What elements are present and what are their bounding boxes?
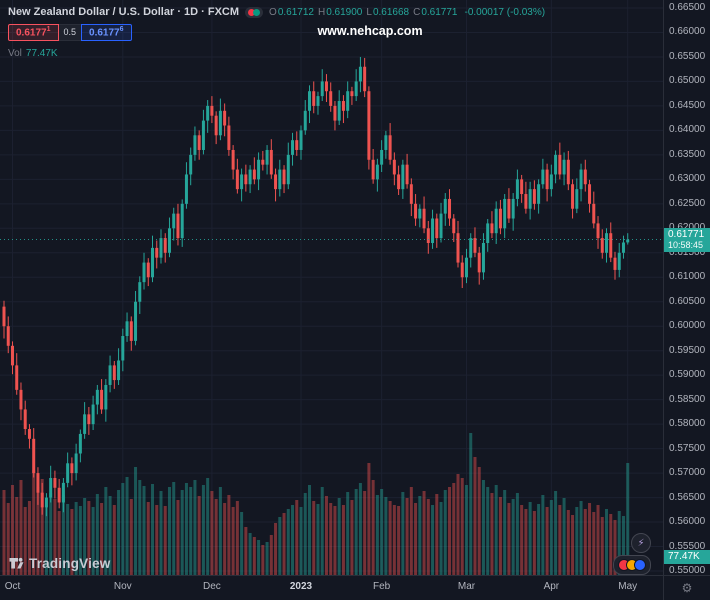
price-axis-tick: 0.60000 [669, 320, 706, 332]
price-axis-tick: 0.65500 [669, 50, 706, 62]
price-axis-tick: 0.64500 [669, 99, 706, 111]
volume-indicator-value: 77.47K [25, 48, 58, 59]
time-axis-label: May [618, 581, 638, 592]
price-axis-tick: 0.63000 [669, 173, 706, 185]
price-axis[interactable]: 0.61771 10:58:45 77.47K 0.66500 0.66000 0.… [663, 0, 710, 575]
price-axis-tick: 0.55500 [669, 540, 706, 552]
close-label: C [413, 6, 421, 18]
chart-legend: New Zealand Dollar / U.S. Dollar · 1D · … [8, 6, 545, 59]
high-label: H [317, 6, 326, 18]
floating-buttons: ⚡ [613, 533, 651, 575]
price-axis-tick: 0.58000 [669, 418, 706, 430]
chart-pane[interactable]: www.nehcap.com New Zealand Dollar / U.S.… [0, 0, 663, 575]
close-value: 0.61771 [421, 6, 458, 18]
time-axis-label: Nov [113, 581, 132, 592]
price-axis-tick: 0.57000 [669, 467, 706, 479]
volume-axis-label: 77.47K [664, 550, 710, 564]
chart-canvas[interactable] [0, 0, 663, 575]
time-axis-label: Apr [543, 581, 560, 592]
price-axis-tick: 0.57500 [669, 442, 706, 454]
toggle-red-dot [248, 8, 256, 16]
low-label: L [366, 6, 372, 18]
axis-corner[interactable]: ⚙ [663, 575, 710, 600]
bar-countdown: 10:58:45 [668, 239, 704, 250]
low-value: 0.61668 [372, 6, 410, 18]
volume-indicator-label: Vol [8, 48, 22, 59]
emoji-blue-icon [634, 559, 646, 571]
quick-action-button[interactable]: ⚡ [631, 533, 651, 553]
time-axis-label: 2023 [289, 581, 313, 592]
price-axis-tick: 0.56000 [669, 516, 706, 528]
price-axis-tick: 0.61500 [669, 246, 706, 258]
time-axis-label: Dec [203, 581, 221, 592]
price-axis-tick: 0.55000 [669, 565, 706, 575]
lightning-icon: ⚡ [637, 537, 645, 549]
price-axis-tick: 0.64000 [669, 124, 706, 136]
settings-gear-icon[interactable]: ⚙ [681, 581, 693, 595]
ohlc-readout: O0.61712 H0.61900 L0.61668 C0.61771 -0.0… [269, 7, 545, 18]
tradingview-logo-icon [9, 557, 24, 569]
time-axis-label: Oct [4, 581, 21, 592]
price-axis-tick: 0.66500 [669, 2, 706, 13]
price-axis-tick: 0.66000 [669, 26, 706, 38]
time-axis-label: Mar [457, 581, 476, 592]
price-axis-tick: 0.59000 [669, 369, 706, 381]
tradingview-logo[interactable]: TradingView [8, 555, 110, 571]
price-axis-tick: 0.61000 [669, 271, 706, 283]
time-axis-label: Feb [373, 581, 391, 592]
buy-button[interactable]: 0.61776 [81, 24, 132, 41]
toggle-green-dot [253, 8, 261, 16]
watermark-text: www.nehcap.com [317, 24, 423, 38]
last-price-value: 0.61771 [668, 228, 705, 240]
sell-button[interactable]: 0.61771 [8, 24, 59, 41]
price-axis-tick: 0.62500 [669, 197, 706, 209]
open-value: 0.61712 [277, 6, 314, 18]
tradingview-wordmark: TradingView [29, 555, 111, 571]
spread-value: 0.5 [58, 24, 82, 41]
emoji-reactions-button[interactable] [613, 555, 651, 575]
symbol-title[interactable]: New Zealand Dollar / U.S. Dollar · 1D · … [8, 6, 240, 18]
price-axis-tick: 0.60500 [669, 295, 706, 307]
change-value: -0.00017 (-0.03%) [464, 6, 546, 18]
buy-sell-toggle[interactable] [245, 6, 264, 18]
last-price-label: 0.61771 10:58:45 [664, 227, 710, 252]
high-value: 0.61900 [326, 6, 363, 18]
time-axis[interactable]: Oct Nov Dec 2023 Feb Mar Apr May [0, 575, 663, 600]
price-axis-tick: 0.63500 [669, 148, 706, 160]
price-axis-tick: 0.56500 [669, 491, 706, 503]
price-axis-tick: 0.59500 [669, 344, 706, 356]
price-axis-tick: 0.58500 [669, 393, 706, 405]
open-label: O [269, 6, 277, 18]
price-axis-tick: 0.65000 [669, 75, 706, 87]
